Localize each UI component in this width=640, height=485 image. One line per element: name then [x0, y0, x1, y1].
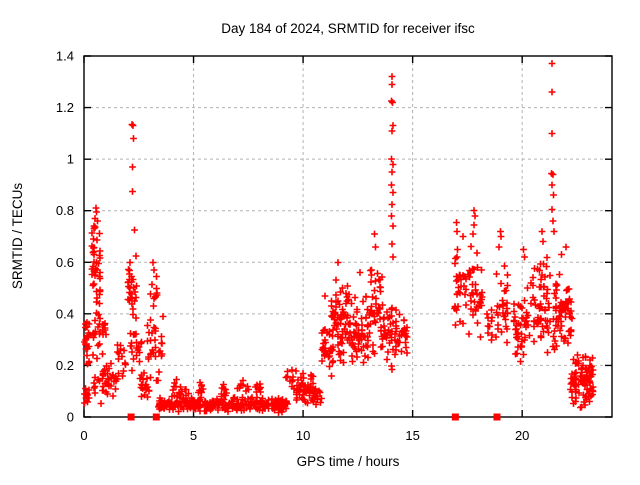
y-tick-label: 1.2: [56, 100, 74, 115]
plot-border: [83, 55, 613, 418]
y-tick-label: 1.4: [56, 49, 74, 64]
gridlines: [83, 55, 612, 418]
y-tick-label: 0.6: [56, 255, 74, 270]
y-tick-label: 1: [67, 152, 74, 167]
chart-title: Day 184 of 2024, SRMTID for receiver ifs…: [221, 21, 475, 36]
srmtid-scatter-markers: [81, 60, 597, 416]
x-tick-label: 10: [296, 428, 310, 443]
data-points: [81, 60, 597, 416]
axis-event-square: [493, 413, 501, 421]
axis-event-square: [451, 413, 459, 421]
axis-event-square: [152, 413, 160, 421]
y-tick-label: 0.4: [56, 306, 74, 321]
x-tick-label: 20: [515, 428, 529, 443]
y-axis-label: SRMTID / TECUs: [10, 183, 25, 290]
axis-event-square: [127, 413, 135, 421]
axis-event-squares: [127, 413, 501, 421]
y-tick-label: 0.8: [56, 203, 74, 218]
x-axis-label: GPS time / hours: [297, 454, 400, 469]
plot-border-and-ticks: [83, 55, 613, 418]
axis-ticks: [83, 55, 612, 418]
x-tick-label: 5: [190, 428, 197, 443]
y-tick-label: 0: [67, 410, 74, 425]
x-tick-label: 15: [405, 428, 419, 443]
y-tick-label: 0.2: [56, 358, 74, 373]
x-tick-label: 0: [80, 428, 87, 443]
tick-labels: 0 5 10 15 20 0 0.2 0.4 0.6 0.8 1 1.2 1.4: [56, 49, 529, 444]
